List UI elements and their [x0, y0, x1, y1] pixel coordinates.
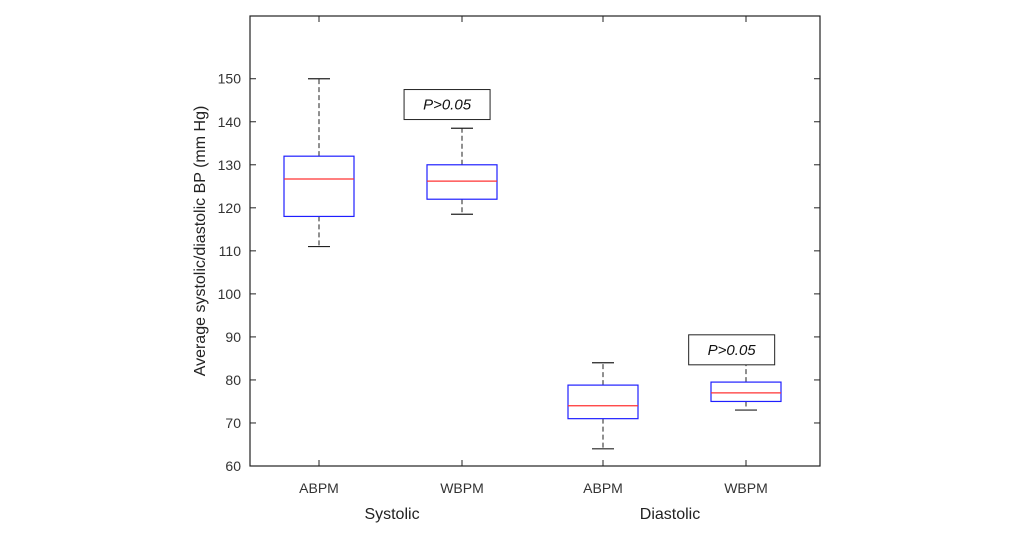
iqr-box	[426, 164, 498, 200]
box-2	[426, 127, 498, 215]
y-tick-label: 60	[225, 458, 241, 474]
x-tick-label: ABPM	[299, 480, 339, 496]
p-value-annotation-2: P>0.05	[688, 334, 776, 366]
annotation-text: P>0.05	[423, 97, 472, 114]
annotation-box	[688, 334, 776, 366]
p-value-annotation-1: P>0.05	[403, 89, 491, 121]
group-label-diastolic: Diastolic	[640, 506, 700, 523]
y-tick-label: 120	[218, 200, 242, 216]
iqr-box	[283, 155, 355, 218]
iqr-box	[567, 384, 639, 420]
y-tick-label: 130	[218, 157, 242, 173]
y-tick-label: 70	[225, 415, 241, 431]
y-tick-label: 140	[218, 114, 242, 130]
x-tick-label: ABPM	[583, 480, 623, 496]
y-tick-label: 110	[219, 243, 242, 259]
x-tick-label: WBPM	[440, 480, 484, 496]
box-1	[283, 78, 355, 248]
y-tick-label: 100	[218, 286, 242, 302]
x-tick-label: WBPM	[724, 480, 768, 496]
y-tick-label: 90	[225, 329, 241, 345]
group-label-systolic: Systolic	[364, 506, 419, 523]
annotation-box	[403, 89, 491, 121]
x-axis-labels: ABPM WBPM ABPM WBPM Systolic Diastolic	[299, 480, 768, 523]
box-3	[567, 362, 639, 450]
y-axis-ticks: 60 70 80 90 100 110 120 130 140 150	[218, 16, 820, 474]
y-axis-label: Average systolic/diastolic BP (mm Hg)	[192, 106, 209, 377]
annotation-text: P>0.05	[708, 342, 757, 359]
iqr-box	[710, 381, 782, 403]
annotations: P>0.05 P>0.05	[403, 89, 776, 366]
y-tick-label: 150	[218, 71, 242, 87]
y-tick-label: 80	[225, 372, 241, 388]
